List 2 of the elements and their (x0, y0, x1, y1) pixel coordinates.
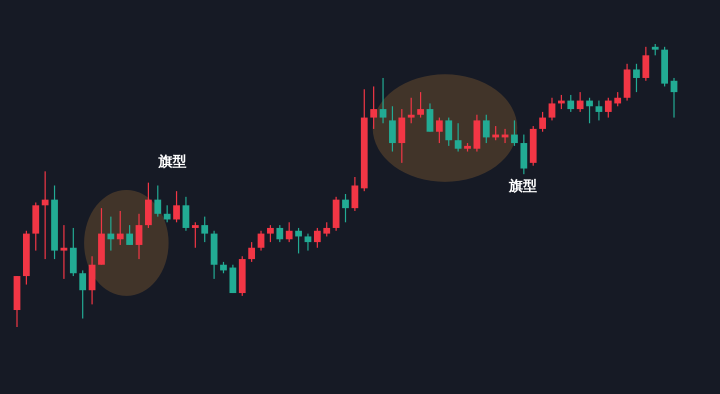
annotation: 旗型 (158, 154, 186, 170)
annotation: 旗型 (508, 178, 537, 194)
